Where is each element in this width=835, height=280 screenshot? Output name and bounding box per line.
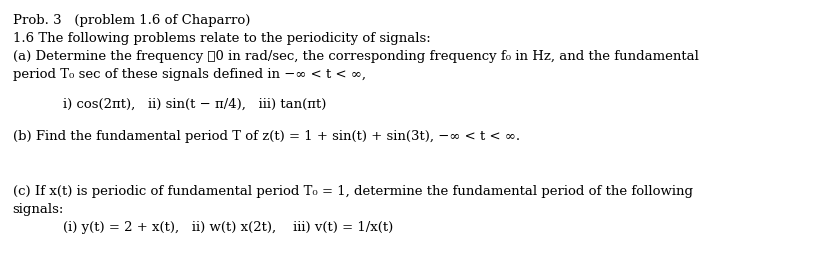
Text: Prob. 3   (problem 1.6 of Chaparro): Prob. 3 (problem 1.6 of Chaparro) — [13, 14, 250, 27]
Text: signals:: signals: — [13, 203, 64, 216]
Text: (i) y(t) = 2 + x(t),   ii) w(t) x(2t),    iii) v(t) = 1/x(t): (i) y(t) = 2 + x(t), ii) w(t) x(2t), iii… — [63, 221, 393, 234]
Text: (c) If x(t) is periodic of fundamental period T₀ = 1, determine the fundamental : (c) If x(t) is periodic of fundamental p… — [13, 185, 692, 198]
Text: (a) Determine the frequency ΢0 in rad/sec, the corresponding frequency f₀ in Hz,: (a) Determine the frequency ΢0 in rad/se… — [13, 50, 698, 63]
Text: 1.6 The following problems relate to the periodicity of signals:: 1.6 The following problems relate to the… — [13, 32, 430, 45]
Text: period T₀ sec of these signals defined in −∞ < t < ∞,: period T₀ sec of these signals defined i… — [13, 68, 366, 81]
Text: (b) Find the fundamental period T of z(t) = 1 + sin(t) + sin(3t), −∞ < t < ∞.: (b) Find the fundamental period T of z(t… — [13, 130, 519, 143]
Text: i) cos(2πt),   ii) sin(t − π/4),   iii) tan(πt): i) cos(2πt), ii) sin(t − π/4), iii) tan(… — [63, 98, 326, 111]
